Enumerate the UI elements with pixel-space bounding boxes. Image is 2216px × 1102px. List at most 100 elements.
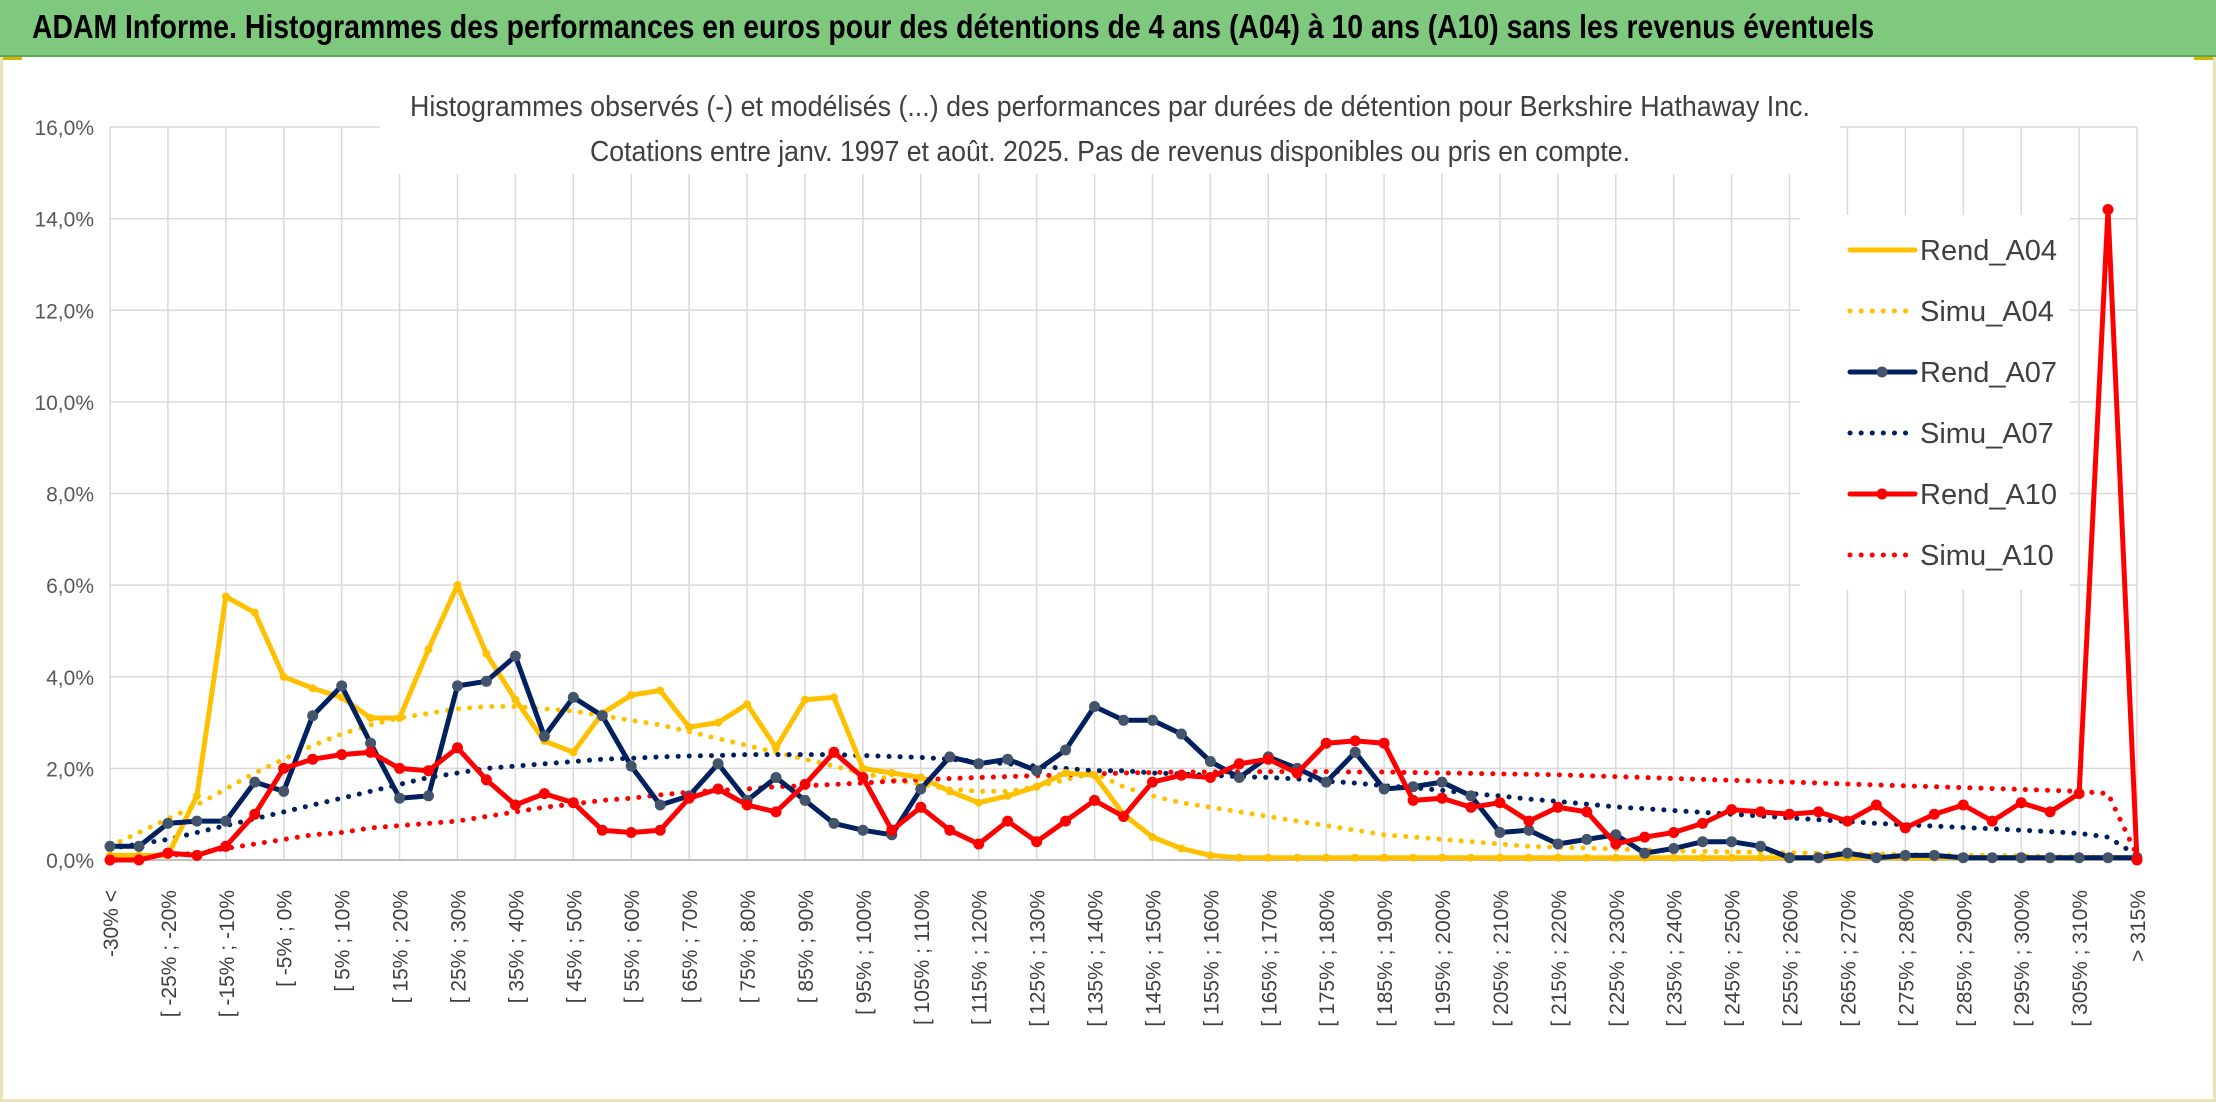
data-point-rend_a04 (1322, 853, 1331, 862)
data-point-rend_a10 (1957, 799, 1969, 811)
data-point-rend_a10 (973, 838, 985, 850)
data-point-rend_a10 (220, 840, 232, 852)
data-point-rend_a10 (1726, 804, 1738, 816)
data-point-rend_a10 (423, 765, 434, 777)
data-point-rend_a07 (799, 794, 811, 806)
data-point-rend_a10 (336, 749, 348, 761)
x-tick-label: [ -25% ; -20% (158, 890, 181, 1017)
x-tick-label: [ 25% ; 30% (447, 890, 470, 1003)
data-point-rend_a10 (2044, 806, 2056, 818)
data-point-rend_a07 (1436, 776, 1448, 788)
data-point-rend_a07 (1870, 852, 1882, 864)
data-point-rend_a04 (1438, 853, 1446, 862)
data-point-rend_a07 (973, 758, 985, 770)
x-tick-label: > 315% (2127, 890, 2150, 962)
data-point-rend_a10 (1610, 838, 1622, 850)
data-point-rend_a07 (1175, 728, 1187, 740)
data-point-rend_a10 (1262, 753, 1274, 765)
data-point-rend_a07 (1060, 744, 1072, 756)
x-tick-label: [ 85% ; 90% (795, 890, 818, 1003)
legend-label: Rend_A04 (1920, 235, 2057, 267)
data-point-rend_a07 (1552, 838, 1564, 850)
series-line-simu_a04 (107, 704, 2140, 861)
legend-label: Simu_A04 (1920, 296, 2054, 328)
data-point-rend_a10 (886, 824, 898, 836)
data-point-rend_a07 (1899, 849, 1911, 861)
chart-subtitle: Cotations entre janv. 1997 et août. 2025… (590, 136, 1630, 168)
data-point-rend_a10 (915, 801, 927, 813)
x-tick-label: [ 255% ; 260% (1780, 890, 1803, 1027)
data-point-rend_a04 (974, 798, 983, 807)
frame-right-edge (2213, 57, 2216, 1102)
data-point-rend_a10 (394, 762, 406, 774)
data-point-rend_a04 (772, 743, 780, 752)
data-point-rend_a04 (1727, 853, 1736, 862)
data-point-rend_a04 (801, 695, 809, 704)
x-tick-label: [ 205% ; 210% (1490, 890, 1513, 1027)
y-tick-label: 16,0% (34, 117, 94, 140)
data-point-rend_a07 (480, 675, 492, 687)
data-point-rend_a10 (1639, 831, 1651, 843)
data-point-rend_a10 (162, 847, 174, 859)
data-point-rend_a07 (2015, 852, 2027, 864)
data-point-rend_a07 (1841, 847, 1853, 859)
y-tick-label: 10,0% (34, 392, 94, 415)
x-tick-label: [ 305% ; 310% (2069, 890, 2092, 1027)
data-point-rend_a10 (1089, 794, 1100, 806)
data-point-rend_a07 (423, 790, 434, 802)
data-point-rend_a07 (944, 751, 956, 763)
x-tick-label: [ 135% ; 140% (1085, 890, 1108, 1027)
data-point-rend_a04 (685, 723, 694, 732)
data-point-rend_a10 (1378, 737, 1390, 749)
x-tick-label: [ 15% ; 20% (390, 890, 413, 1003)
report-title: ADAM Informe. Histogrammes des performan… (32, 8, 1875, 45)
data-point-rend_a04 (453, 581, 462, 590)
data-point-rend_a10 (741, 799, 753, 811)
data-point-rend_a04 (916, 773, 925, 782)
data-point-rend_a10 (770, 806, 782, 818)
x-tick-label: [ 45% ; 50% (563, 890, 586, 1003)
data-point-rend_a07 (1639, 847, 1651, 859)
y-tick-label: 0,0% (46, 850, 94, 873)
data-point-rend_a04 (1409, 853, 1418, 862)
data-point-rend_a04 (1467, 853, 1475, 862)
data-point-rend_a04 (366, 714, 375, 722)
data-point-rend_a10 (1031, 836, 1043, 848)
data-point-rend_a04 (1090, 771, 1099, 780)
data-point-rend_a07 (104, 840, 116, 852)
frame-corner-right (2194, 57, 2216, 60)
data-point-rend_a04 (656, 686, 665, 695)
data-point-rend_a07 (1378, 783, 1390, 795)
data-point-rend_a10 (654, 824, 666, 836)
data-point-rend_a07 (249, 776, 261, 788)
frame-corner-left (0, 57, 22, 60)
data-point-rend_a10 (596, 824, 608, 836)
data-point-rend_a04 (887, 769, 896, 777)
data-point-rend_a10 (191, 849, 203, 861)
data-point-rend_a07 (1494, 827, 1506, 838)
data-point-rend_a04 (1698, 853, 1707, 862)
data-point-rend_a10 (1320, 737, 1332, 749)
data-point-rend_a07 (1465, 790, 1477, 802)
data-point-rend_a04 (1756, 853, 1765, 862)
x-tick-label: [ 55% ; 60% (621, 890, 644, 1003)
data-point-rend_a07 (1928, 849, 1940, 861)
data-point-rend_a04 (1032, 782, 1041, 791)
data-point-rend_a07 (567, 691, 579, 703)
data-point-rend_a04 (1553, 853, 1562, 862)
data-point-rend_a10 (480, 774, 492, 786)
data-point-rend_a10 (1494, 797, 1506, 809)
frame-bottom-edge (0, 1099, 2216, 1102)
data-point-rend_a04 (1003, 791, 1012, 800)
data-point-rend_a07 (133, 840, 145, 852)
data-point-rend_a04 (1611, 853, 1620, 862)
legend-label: Rend_A10 (1920, 479, 2057, 511)
data-point-rend_a10 (1349, 735, 1361, 747)
header-bar: ADAM Informe. Histogrammes des performan… (0, 0, 2216, 57)
data-point-rend_a07 (1581, 833, 1593, 845)
data-point-rend_a07 (191, 815, 203, 827)
x-tick-label: [ 265% ; 270% (1837, 890, 1860, 1027)
data-point-rend_a10 (1147, 776, 1158, 788)
